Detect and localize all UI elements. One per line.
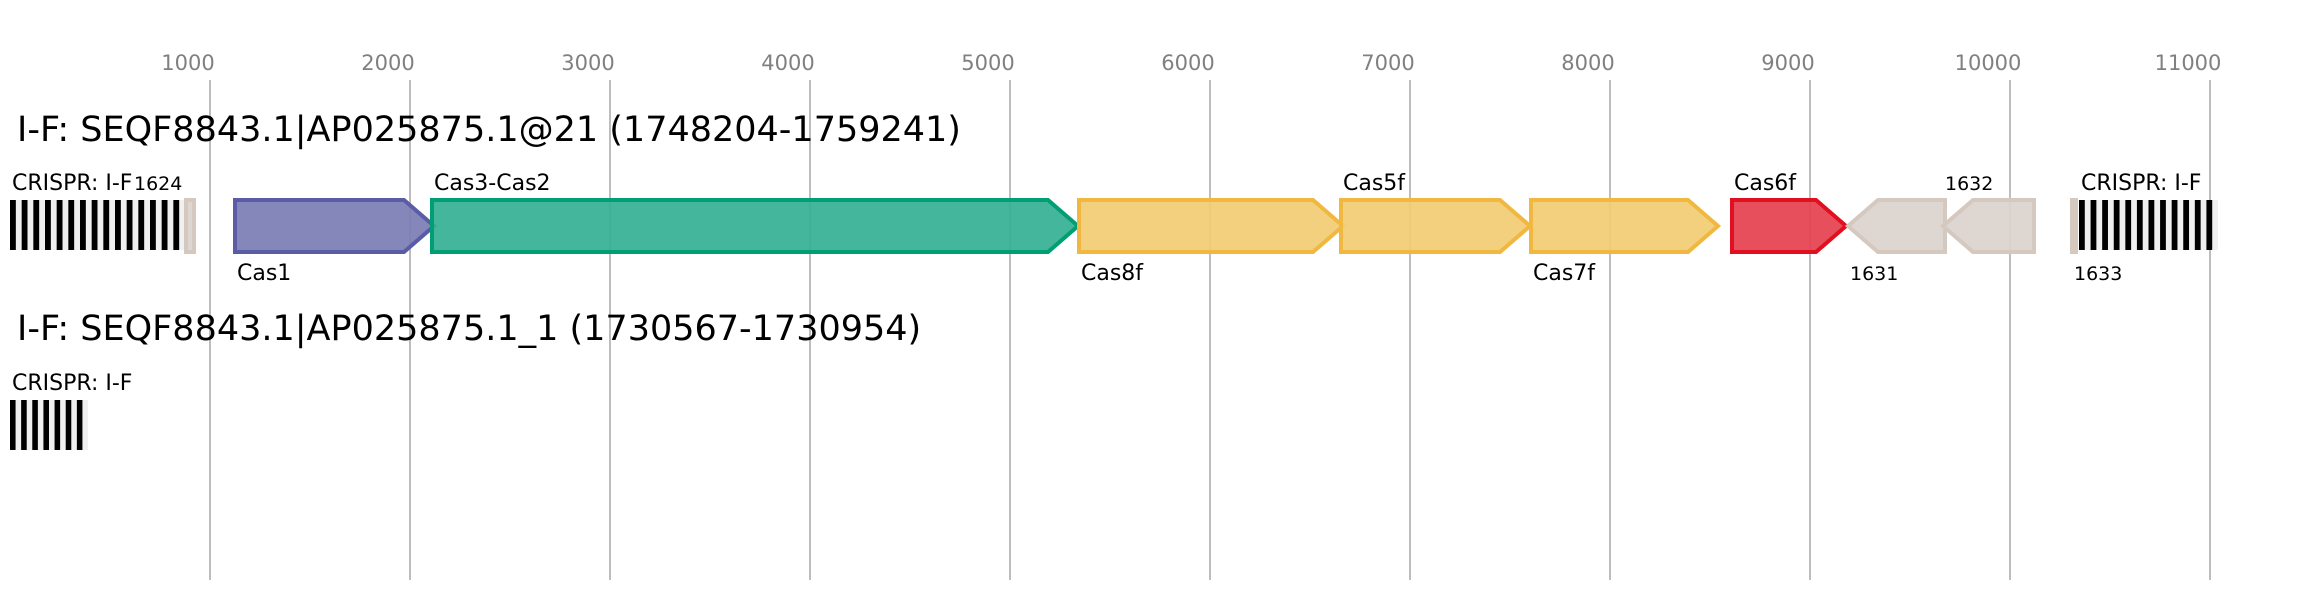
crispr-repeat (2171, 200, 2178, 250)
feature-label: CRISPR: I-F (12, 171, 132, 196)
crispr-repeat (2102, 200, 2108, 250)
crispr-repeat (91, 200, 98, 250)
feature-label: CRISPR: I-F (2081, 171, 2201, 196)
tick-label: 7000 (1361, 51, 1414, 75)
crispr-repeat (10, 400, 16, 450)
feature-label: Cas5f (1343, 171, 1406, 196)
feature-label: 1632 (1945, 173, 1993, 195)
feature-label: Cas7f (1533, 261, 1596, 286)
crispr-repeat (21, 200, 28, 250)
crispr-repeat (2113, 200, 2120, 250)
crispr-repeat (32, 400, 38, 450)
crispr-repeat (21, 400, 27, 450)
feature-label: Cas1 (237, 261, 291, 286)
tick-label: 9000 (1761, 51, 1814, 75)
crispr-repeat (80, 200, 86, 250)
track-title: I-F: SEQF8843.1|AP025875.1_1 (1730567-17… (17, 309, 921, 349)
crispr-repeat (45, 200, 51, 250)
feature-label: CRISPR: I-F (12, 371, 132, 396)
crispr-repeat (150, 200, 156, 250)
tick-label: 4000 (761, 51, 814, 75)
gene-arrow-cas3-cas2 (430, 198, 1082, 254)
crispr-repeat (65, 400, 72, 450)
crispr-repeat (2160, 200, 2166, 250)
track-title: I-F: SEQF8843.1|AP025875.1@21 (1748204-1… (17, 110, 961, 150)
crispr-repeat (2079, 200, 2085, 250)
crispr-repeat (2090, 200, 2097, 250)
tick-label: 6000 (1161, 51, 1214, 75)
tick-label: 1000 (161, 51, 214, 75)
crispr-repeat (2136, 200, 2143, 250)
feature-label: Cas3-Cas2 (434, 171, 551, 196)
feature-label: 1624 (134, 173, 182, 195)
crispr-repeat (161, 200, 168, 250)
crispr-repeat (2194, 200, 2201, 250)
tick-label: 8000 (1561, 51, 1614, 75)
gene-arrow-cas1 (233, 198, 438, 254)
crispr-repeat (126, 200, 133, 250)
gene-arrow-1632 (1939, 198, 2036, 254)
crispr-repeat (76, 400, 83, 450)
gene-arrow-1631 (1844, 198, 1947, 254)
gene-arrow-1633 (2070, 198, 2078, 254)
gene-arrow-1624 (184, 198, 196, 254)
crispr-repeat (10, 200, 16, 250)
crispr-repeat (2183, 200, 2190, 250)
tick-label: 3000 (561, 51, 614, 75)
crispr-repeat (2125, 200, 2132, 250)
gene-arrow-cas5f (1339, 198, 1534, 254)
feature-label: 1631 (1850, 263, 1898, 285)
crispr-repeat (2206, 200, 2213, 250)
gene-arrow-cas7f (1529, 198, 1722, 254)
crispr-repeat (115, 200, 121, 250)
tick-label: 11000 (2155, 51, 2222, 75)
tick-label: 5000 (961, 51, 1014, 75)
crispr-repeat (173, 200, 180, 250)
feature-label: Cas8f (1081, 261, 1144, 286)
crispr-repeat (2148, 200, 2155, 250)
feature-label: Cas6f (1734, 171, 1797, 196)
crispr-repeat (43, 400, 49, 450)
tick-label: 2000 (361, 51, 414, 75)
crispr-repeat (33, 200, 40, 250)
gene-arrow-cas6f (1730, 198, 1850, 254)
crispr-repeat (56, 200, 63, 250)
gene-arrow-cas8f (1077, 198, 1347, 254)
crispr-repeat (54, 400, 61, 450)
tick-label: 10000 (1955, 51, 2022, 75)
crispr-repeat (68, 200, 75, 250)
crispr-repeat (103, 200, 110, 250)
crispr-repeat (138, 200, 145, 250)
feature-label: 1633 (2074, 263, 2122, 285)
